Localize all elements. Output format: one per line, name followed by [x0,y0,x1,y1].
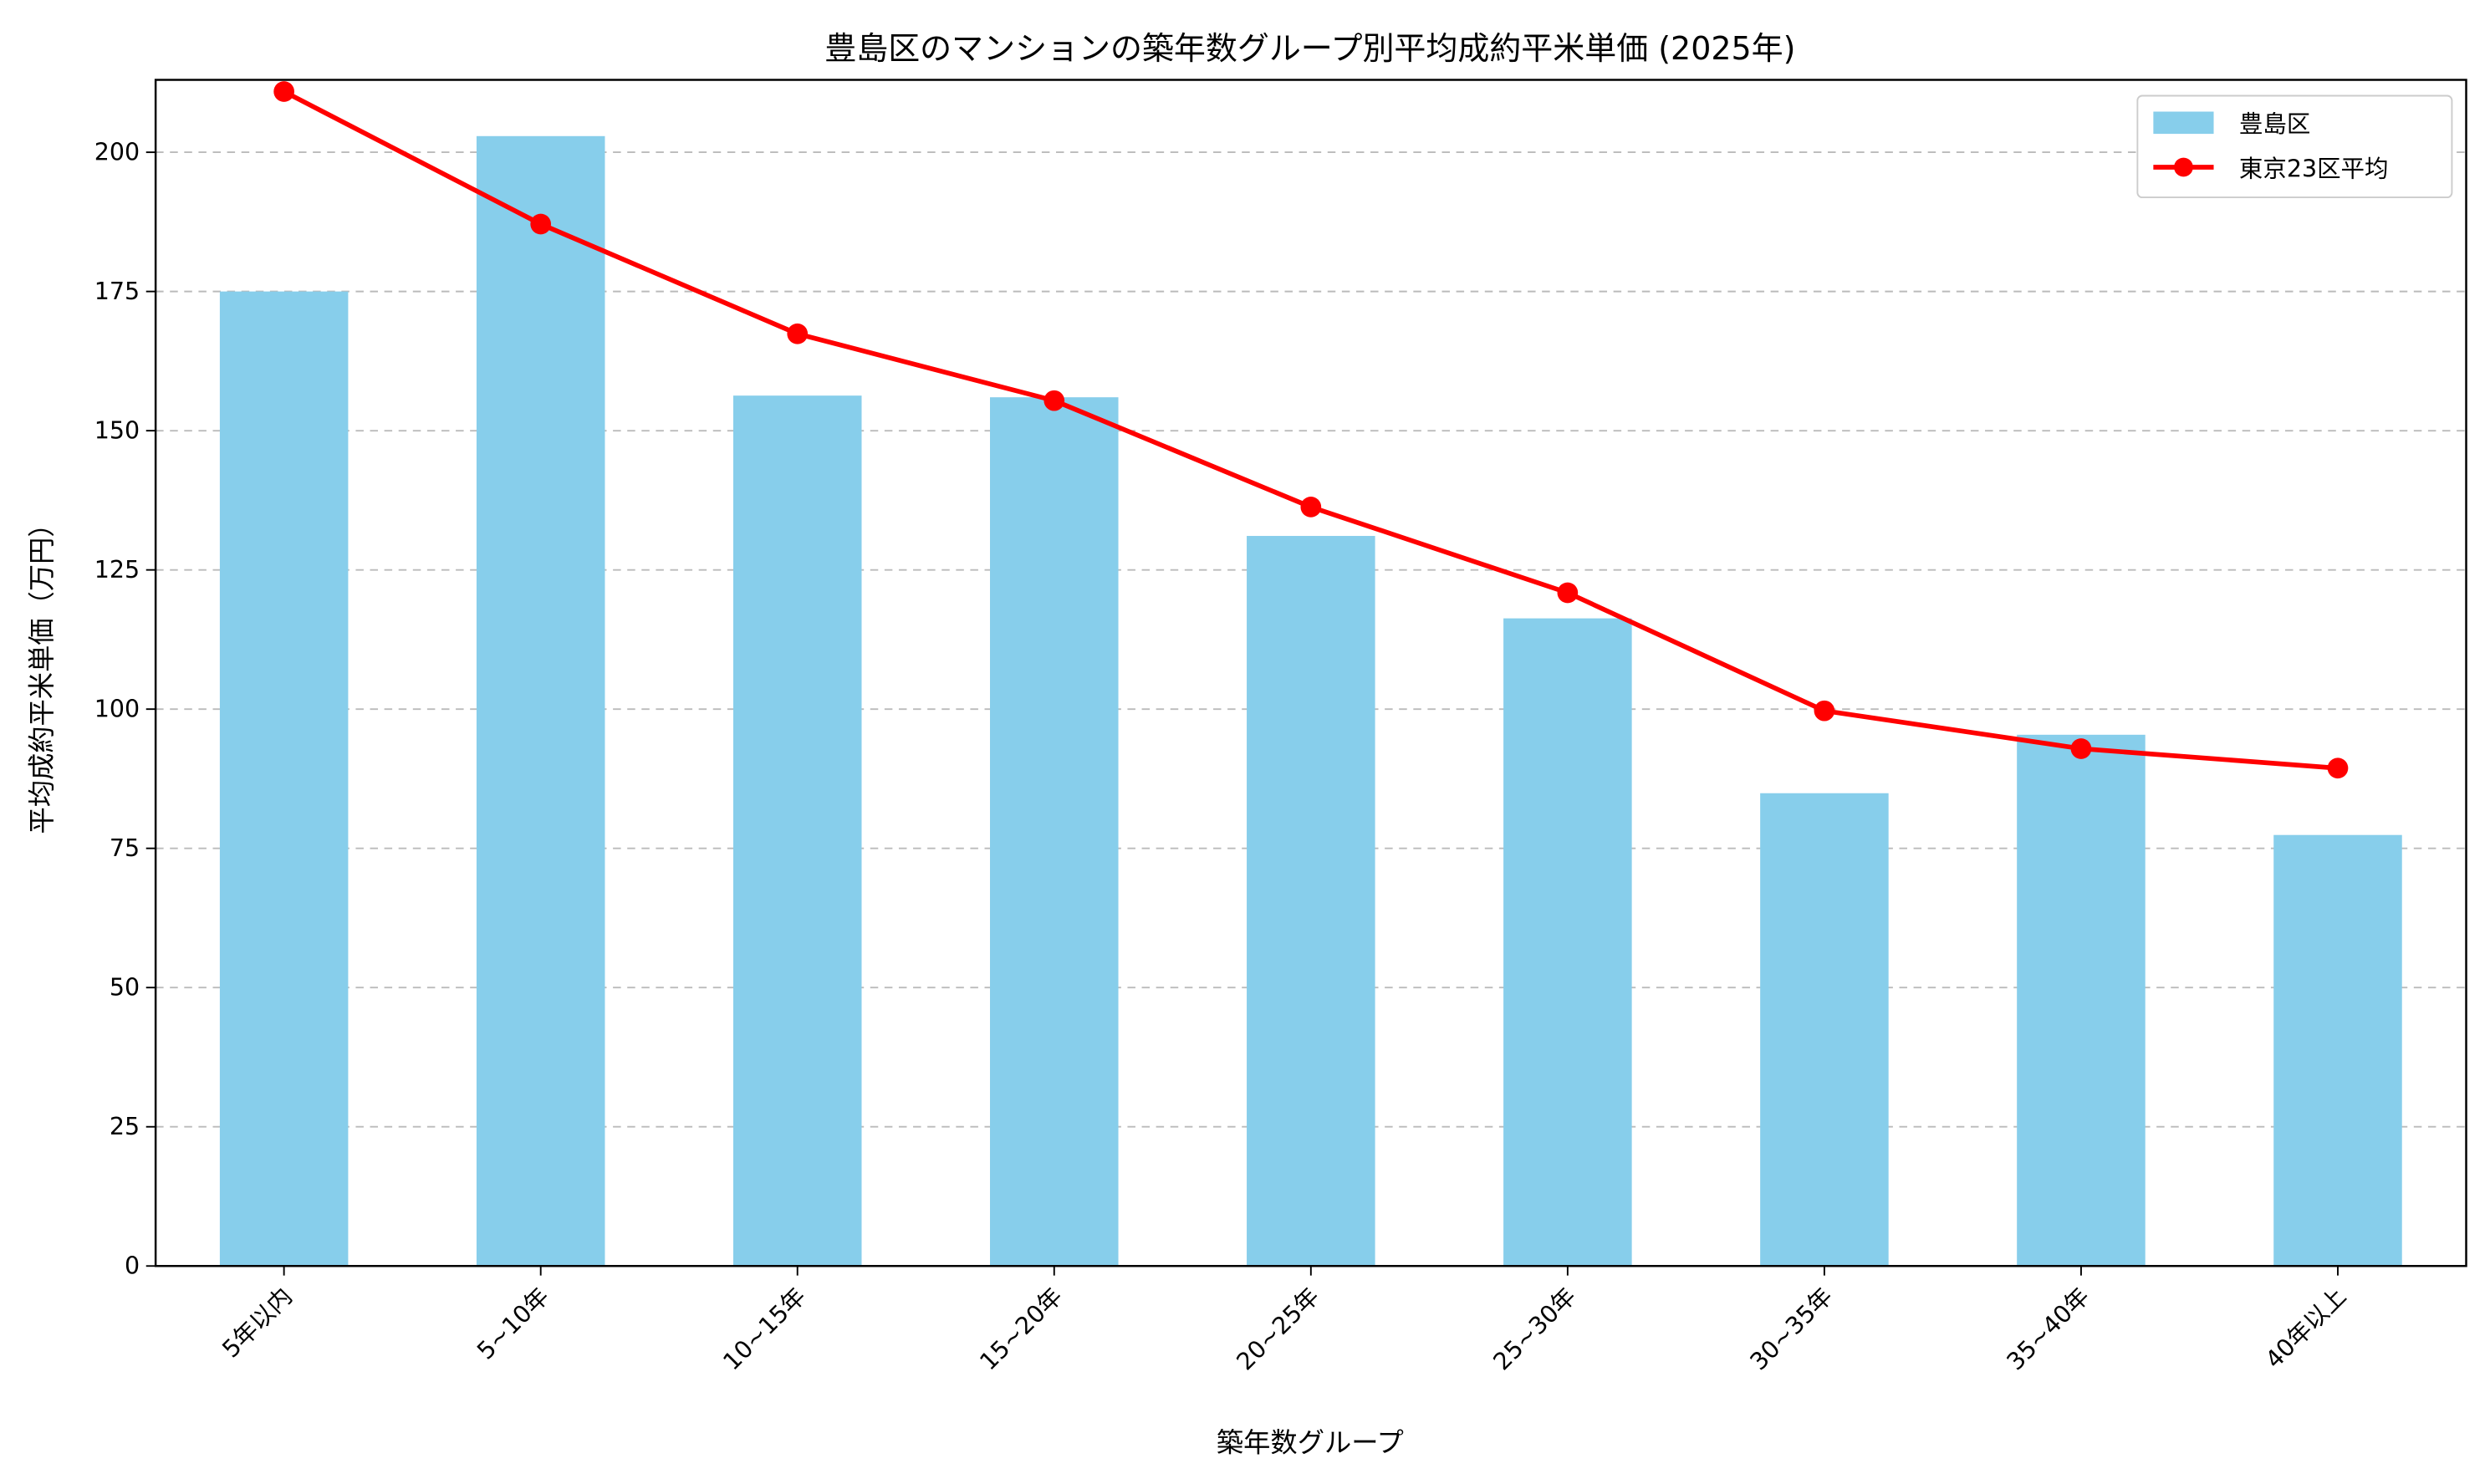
bar [2273,834,2402,1267]
y-axis-label: 平均成約平米単価（万円） [26,510,58,834]
y-tick-label: 0 [125,1252,140,1280]
legend-box [2136,94,2453,199]
bar [990,397,1119,1267]
x-axis: 5年以内 5~10年 10~15年 15~20年 20~25年 25~30年 30~35年 3… [217,1266,2351,1375]
line-point [2070,738,2092,759]
line-point [787,323,809,344]
legend-swatch-marker [2174,157,2193,177]
x-tick-label: 30~35年 [1745,1283,1839,1376]
legend-swatch-bar [2153,111,2214,135]
legend: 豊島区 東京23区平均 [2136,94,2453,199]
line-series [273,81,2349,779]
y-tick-label: 25 [110,1113,140,1140]
x-tick-label: 35~40年 [2002,1283,2095,1376]
bar [1760,793,1889,1267]
y-tick-label: 150 [94,417,140,445]
line-point [273,81,294,102]
x-tick-label: 40年以上 [2260,1283,2351,1374]
y-tick-label: 50 [110,974,140,1002]
x-axis-label: 築年数グループ [1217,1426,1404,1458]
y-axis: 0 25 50 75 100 125 150 175 200 [94,139,156,1280]
line-point [530,213,552,235]
bar [476,135,605,1267]
x-tick-label: 10~15年 [718,1283,812,1376]
y-tick-label: 200 [94,139,140,166]
bar [2017,734,2146,1267]
x-tick-label: 15~20年 [975,1283,1069,1376]
bars [219,135,2402,1267]
x-tick-label: 5年以内 [217,1283,298,1364]
bar [1503,618,1632,1267]
line-point [1814,700,1835,722]
bar [1247,536,1375,1267]
x-tick-label: 20~25年 [1232,1283,1325,1376]
x-tick-label: 25~30年 [1488,1283,1582,1376]
y-tick-label: 100 [94,696,140,723]
legend-label-line: 東京23区平均 [2239,155,2389,182]
legend-label-bar: 豊島区 [2239,110,2310,138]
y-tick-label: 75 [110,834,140,862]
x-tick-label: 5~10年 [472,1283,554,1365]
y-tick-label: 125 [94,556,140,584]
bar [732,395,862,1267]
line-point [1300,497,1322,518]
line-point [1557,582,1579,604]
bar [219,291,349,1267]
chart-title: 豊島区のマンションの築年数グループ別平均成約平米単価 (2025年) [824,30,1795,67]
line-point [2327,757,2349,779]
y-tick-label: 175 [94,278,140,305]
line-point [1043,390,1065,411]
